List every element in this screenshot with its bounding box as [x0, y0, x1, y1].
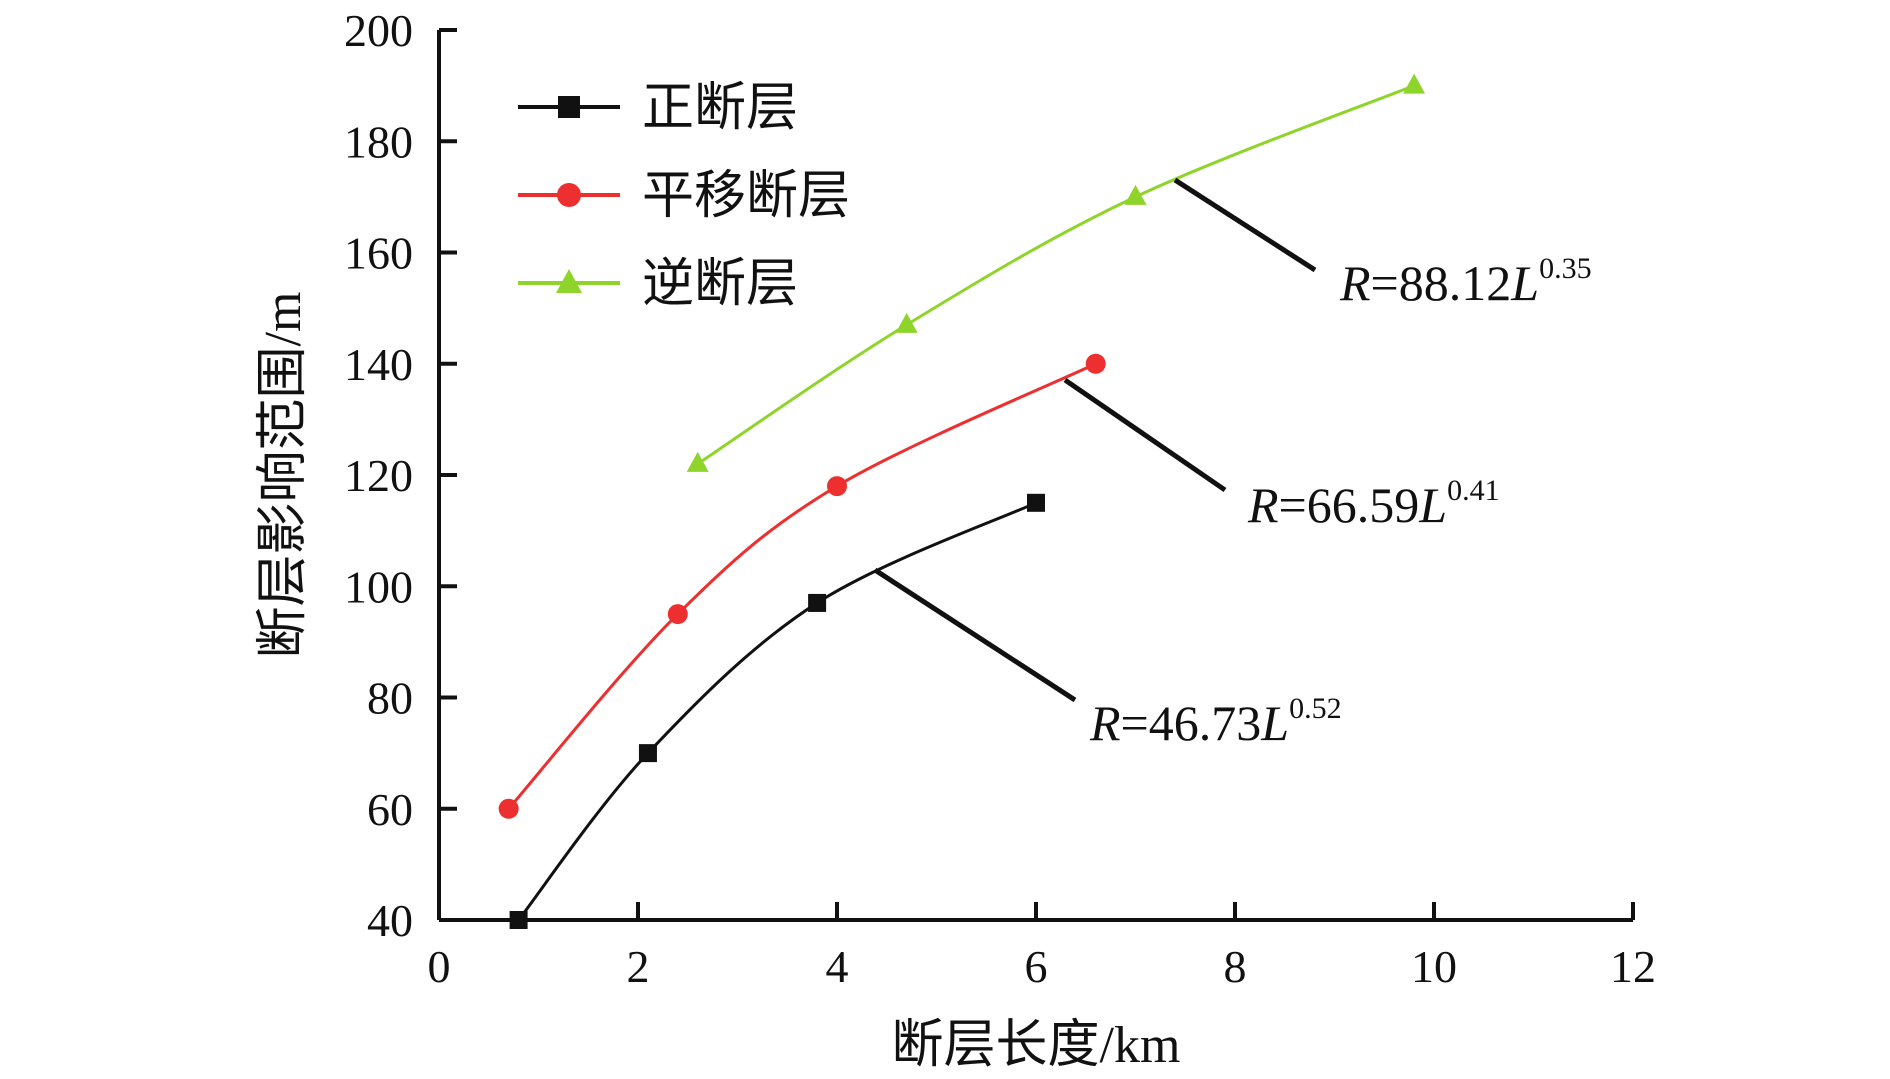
x-axis-title: 断层长度/km	[892, 1017, 1181, 1074]
leader-line	[1173, 177, 1317, 273]
y-tick-label: 80	[367, 673, 413, 724]
series-2	[686, 73, 1426, 472]
series-line	[517, 501, 1037, 921]
data-point	[1027, 493, 1045, 512]
y-tick-label: 140	[344, 339, 413, 390]
data-point	[895, 312, 918, 333]
data-point	[808, 593, 827, 612]
equation-annotation: R=46.73L0.52	[873, 567, 1342, 751]
data-point	[1124, 184, 1147, 205]
x-tick-label: 2	[627, 941, 650, 992]
legend-item: 平移断层	[518, 168, 850, 225]
series-layer	[498, 73, 1426, 929]
equation-label: R=88.12L0.35	[1339, 252, 1592, 311]
series-1	[498, 353, 1106, 819]
data-point	[1085, 353, 1106, 374]
y-tick-label: 120	[344, 450, 413, 501]
annotations: R=46.73L0.52 R=66.59L0.41 R=88.12L0.35	[873, 177, 1592, 751]
x-tick-label: 0	[428, 941, 451, 992]
data-point	[827, 476, 847, 497]
data-point	[1403, 73, 1426, 94]
y-axis-title: 断层影响范围/m	[255, 292, 312, 659]
series-line	[507, 362, 1097, 810]
x-tick-label: 12	[1610, 941, 1656, 992]
x-tick-label: 4	[826, 941, 849, 992]
legend-marker	[558, 96, 580, 118]
y-tick-label: 40	[367, 895, 413, 946]
x-tick-label: 10	[1411, 941, 1457, 992]
legend-marker	[557, 183, 581, 207]
legend-item: 正断层	[518, 80, 798, 137]
legend-item: 逆断层	[518, 256, 798, 313]
leader-line	[873, 567, 1077, 703]
leader-line	[1063, 377, 1227, 493]
equation-annotation: R=88.12L0.35	[1173, 177, 1592, 311]
data-point	[667, 604, 688, 625]
data-point	[498, 798, 519, 819]
y-tick-label: 180	[344, 116, 413, 167]
y-tick-label: 100	[344, 561, 413, 612]
series-line	[696, 84, 1415, 466]
y-tick-label: 60	[367, 784, 413, 835]
equation-annotation: R=66.59L0.41	[1063, 377, 1500, 533]
data-point	[638, 744, 657, 763]
x-tick-label: 6	[1025, 941, 1048, 992]
y-tick-label: 200	[344, 5, 413, 56]
y-tick-label: 160	[344, 228, 413, 279]
legend-label: 正断层	[642, 80, 798, 137]
legend-label: 逆断层	[642, 256, 798, 313]
series-0	[509, 493, 1045, 929]
equation-label: R=46.73L0.52	[1089, 692, 1342, 751]
legend-marker	[556, 269, 582, 293]
equation-label: R=66.59L0.41	[1247, 474, 1500, 533]
axes: 0 2 4 6 8 10 12 40 60 80 100 120 140 160 180 200	[344, 5, 1656, 992]
data-point	[509, 911, 528, 929]
x-tick-label: 8	[1224, 941, 1247, 992]
legend-label: 平移断层	[642, 168, 850, 225]
data-point	[686, 451, 709, 472]
